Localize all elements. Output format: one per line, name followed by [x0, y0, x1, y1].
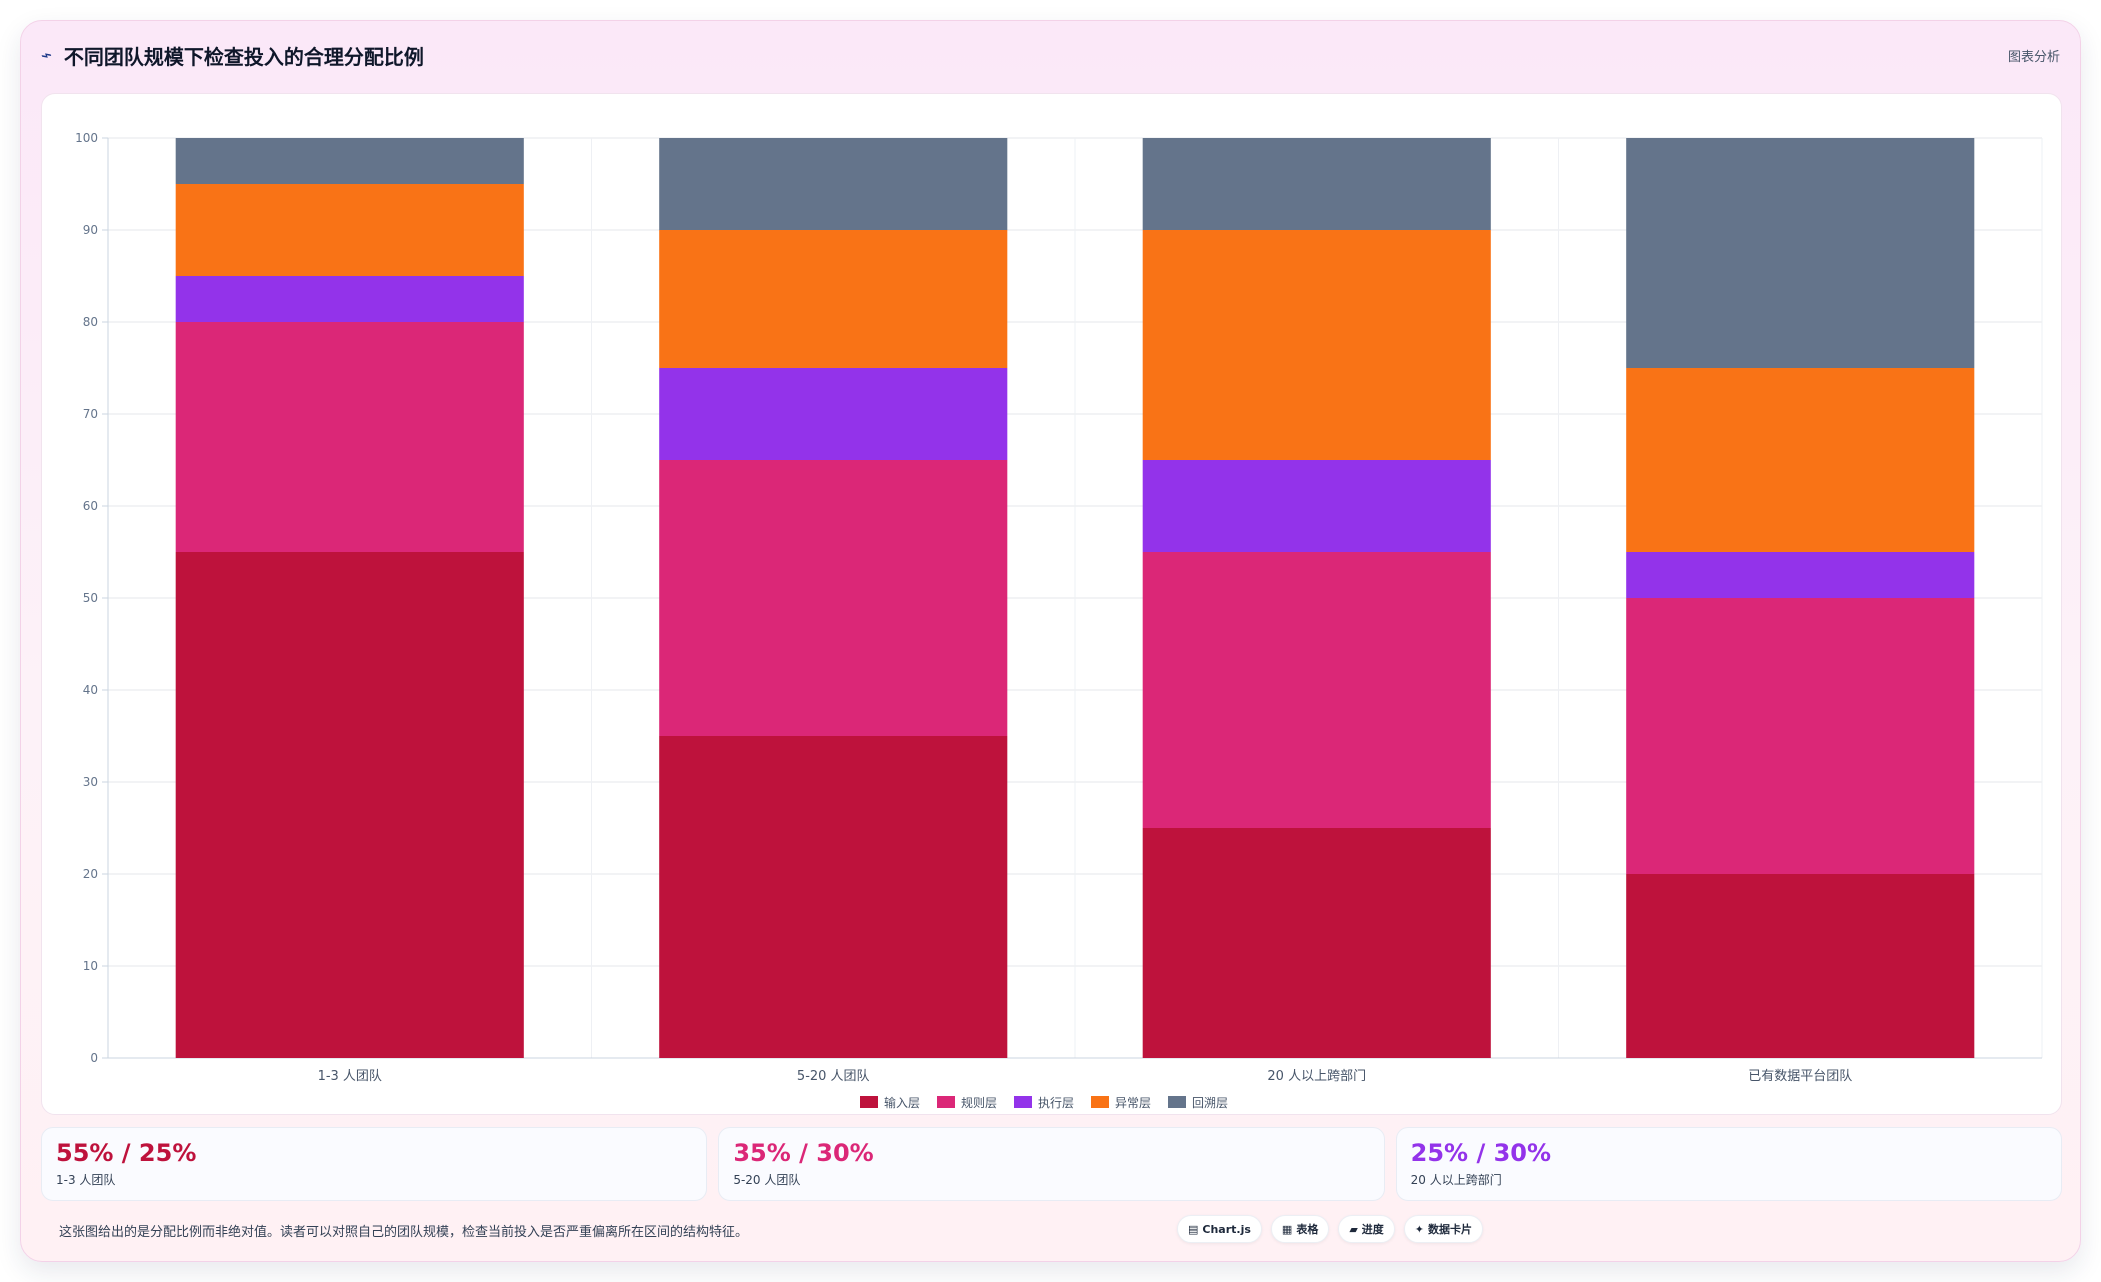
- bar-segment: [1626, 138, 1975, 368]
- bar-segment: [659, 138, 1008, 230]
- chart-title: 不同团队规模下检查投入的合理分配比例: [63, 44, 424, 69]
- x-tick-label: 1-3 人团队: [318, 1069, 382, 1084]
- chip-label: 数据卡片: [1428, 1223, 1473, 1236]
- chip-label: Chart.js: [1202, 1222, 1251, 1236]
- progress-icon: ▰: [1349, 1222, 1358, 1236]
- chip-label: 进度: [1361, 1223, 1384, 1236]
- title-wrap: ⌁ 不同团队规模下检查投入的合理分配比例: [37, 41, 424, 70]
- legend-swatch: [860, 1096, 878, 1108]
- bar-segment: [659, 460, 1008, 736]
- y-tick-label: 30: [83, 775, 98, 789]
- legend-label: 输入层: [884, 1095, 920, 1110]
- y-tick-label: 90: [83, 223, 98, 237]
- stat-label: 20 人以上跨部门: [1410, 1173, 1502, 1187]
- legend-swatch: [1014, 1096, 1032, 1108]
- y-tick-label: 70: [83, 407, 98, 421]
- bar-segment: [1626, 552, 1975, 598]
- stat-label: 1-3 人团队: [56, 1173, 116, 1187]
- bar-segment: [1142, 828, 1491, 1058]
- chip-label: 表格: [1296, 1223, 1319, 1236]
- sparkle-icon: ✦: [1414, 1222, 1425, 1236]
- footer-note: 这张图给出的是分配比例而非绝对值。读者可以对照自己的团队规模，检查当前投入是否严…: [59, 1225, 749, 1240]
- stat-label: 5-20 人团队: [733, 1173, 801, 1187]
- chip-progress[interactable]: ▰ 进度: [1338, 1215, 1395, 1243]
- y-tick-label: 80: [83, 315, 98, 329]
- y-tick-label: 10: [83, 959, 98, 973]
- x-tick-label: 已有数据平台团队: [1748, 1069, 1852, 1084]
- card-header: ⌁ 不同团队规模下检查投入的合理分配比例 图表分析: [21, 21, 2080, 89]
- x-tick-label: 20 人以上跨部门: [1267, 1069, 1366, 1084]
- chart-analysis-link[interactable]: 图表分析: [2007, 49, 2060, 65]
- y-tick-label: 0: [90, 1051, 98, 1065]
- chart-icon: ▤: [1188, 1222, 1199, 1236]
- legend-label: 执行层: [1038, 1096, 1074, 1110]
- stat-value: 55% / 25%: [56, 1139, 197, 1167]
- bar-segment: [175, 276, 524, 322]
- card-footer: 这张图给出的是分配比例而非绝对值。读者可以对照自己的团队规模，检查当前投入是否严…: [41, 1211, 2062, 1251]
- table-icon: ▦: [1281, 1222, 1293, 1236]
- bar-segment: [1626, 598, 1975, 874]
- chip-chartjs[interactable]: ▤ Chart.js: [1177, 1215, 1262, 1243]
- bar-segment: [175, 138, 524, 184]
- view-chips: ▤ Chart.js ▦ 表格 ▰ 进度 ✦ 数据卡片: [1177, 1215, 1484, 1243]
- legend-label: 回溯层: [1192, 1095, 1228, 1110]
- bar-segment: [659, 230, 1008, 368]
- bar-segment: [1626, 368, 1975, 552]
- y-tick-label: 60: [83, 499, 98, 513]
- bar-segment: [1142, 460, 1491, 552]
- bar-segment: [1142, 552, 1491, 828]
- legend-swatch: [937, 1096, 955, 1108]
- bar-segment: [1142, 138, 1491, 230]
- stat-value: 25% / 30%: [1410, 1139, 1552, 1167]
- chip-table[interactable]: ▦ 表格: [1270, 1215, 1330, 1243]
- stacked-bar-chart: 0 10 20 30 40 50 60 70 80 90 100 1-3 人团队 5-20 人团队 20 …: [75, 131, 2043, 1110]
- stat-cards: 55% / 25% 1-3 人团队 35% / 30% 5-20 人团队 25%…: [41, 1127, 2062, 1201]
- x-tick-label: 5-20 人团队: [797, 1069, 870, 1084]
- legend-swatch: [1091, 1096, 1109, 1108]
- legend-label: 异常层: [1115, 1096, 1151, 1110]
- y-tick-label: 100: [75, 131, 98, 145]
- y-tick-label: 40: [83, 683, 98, 697]
- stat-card: 25% / 30% 20 人以上跨部门: [1395, 1127, 2062, 1201]
- bar-segment: [175, 184, 524, 276]
- y-tick-label: 20: [83, 867, 98, 881]
- bar-segment: [175, 322, 524, 552]
- y-tick-label: 50: [83, 591, 98, 605]
- stat-card: 55% / 25% 1-3 人团队: [41, 1127, 708, 1201]
- bar-segment: [1142, 230, 1491, 460]
- chart-card: ⌁ 不同团队规模下检查投入的合理分配比例 图表分析 0 10 20 30 40 50 60 7…: [20, 20, 2081, 1262]
- chip-data-cards[interactable]: ✦ 数据卡片: [1403, 1215, 1484, 1243]
- stat-card: 35% / 30% 5-20 人团队: [718, 1127, 1385, 1201]
- bar-segment: [1626, 874, 1975, 1058]
- legend-label: 规则层: [961, 1095, 997, 1110]
- legend-swatch: [1168, 1096, 1186, 1108]
- bar-segment: [659, 368, 1008, 460]
- bar-segment: [175, 552, 524, 1058]
- bar-segment: [659, 736, 1008, 1058]
- stat-value: 35% / 30%: [733, 1139, 874, 1167]
- trend-line-icon: ⌁: [37, 43, 56, 67]
- chart-panel: 0 10 20 30 40 50 60 70 80 90 100 1-3 人团队 5-20 人团队 20 …: [41, 93, 2062, 1115]
